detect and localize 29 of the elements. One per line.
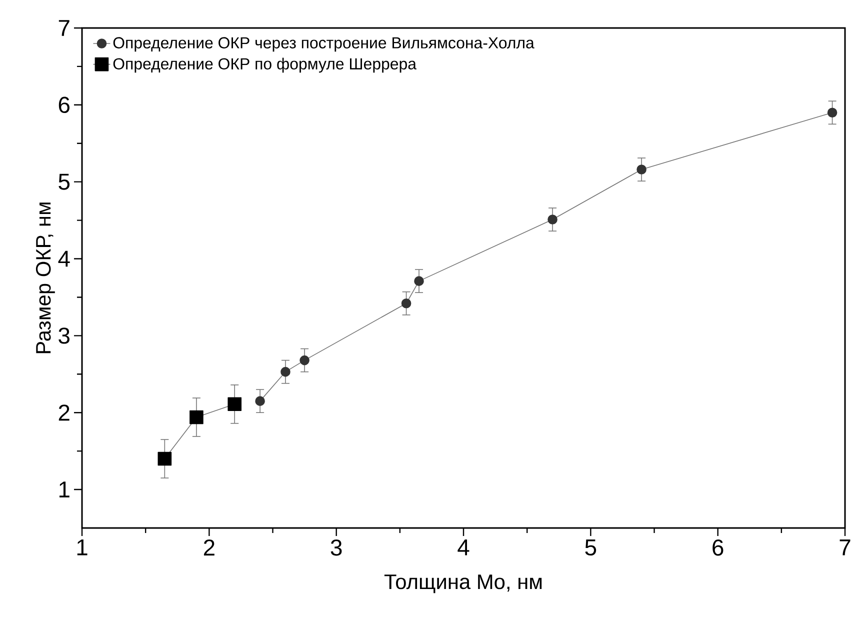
- y-tick-label: 6: [58, 96, 70, 114]
- y-axis-title: Размер ОКР, нм: [36, 202, 55, 354]
- point: [636, 164, 646, 174]
- x-axis-title: Толщина Mo, нм: [384, 574, 542, 594]
- point: [190, 410, 204, 424]
- y-tick-label: 2: [58, 404, 70, 421]
- x-tick-label: 5: [585, 540, 596, 556]
- point: [548, 214, 558, 224]
- y-tick-label: 7: [58, 20, 70, 36]
- point: [827, 108, 838, 118]
- point: [300, 355, 310, 366]
- legend-label: Определение ОКР по формуле Шеррера: [113, 58, 416, 73]
- x-tick-label: 4: [458, 540, 470, 556]
- x-tick-label: 3: [330, 540, 342, 556]
- y-tick-label: 1: [59, 482, 70, 498]
- x-tick-label: 6: [712, 540, 724, 556]
- point: [414, 276, 424, 286]
- y-tick-label: 5: [58, 174, 70, 190]
- x-tick-label: 2: [204, 540, 214, 556]
- point: [280, 366, 290, 377]
- y-tick-label: 4: [58, 250, 70, 267]
- point: [228, 397, 242, 412]
- x-tick-label: 1: [77, 540, 88, 556]
- y-tick-label: 3: [58, 328, 70, 344]
- point: [401, 298, 412, 308]
- legend-label: Определение ОКР через построение Вильямсона-Холла: [113, 37, 534, 52]
- point: [158, 452, 172, 466]
- point: [255, 396, 265, 406]
- x-tick-label: 7: [840, 540, 850, 556]
